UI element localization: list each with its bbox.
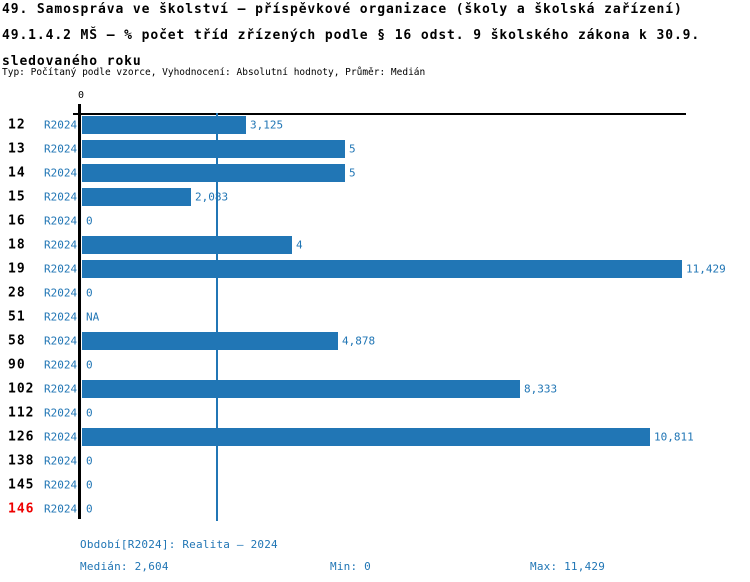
row-series-label: R2024 [44,190,78,204]
footer-period: Období[R2024]: Realita – 2024 [80,538,278,551]
bar [82,140,345,158]
chart-row: 14 R2024 5 [0,164,750,182]
row-category-label: 15 [8,189,26,205]
chart-row: 102 R2024 8,333 [0,380,750,398]
bar-value-label: 0 [86,406,93,420]
row-category-label: 19 [8,261,26,277]
bar [82,260,682,278]
bar-value-label: 5 [349,166,356,180]
chart-title-line1: 49. Samospráva ve školství – příspěvkové… [2,2,683,17]
row-category-label: 14 [8,165,26,181]
footer-median: Medián: 2,604 [80,560,169,573]
chart-row: 12 R2024 3,125 [0,116,750,134]
bar-value-label: 2,083 [195,190,229,204]
row-series-label: R2024 [44,238,78,252]
row-category-label: 51 [8,309,26,325]
bar-value-label: 0 [86,478,93,492]
chart-row: 112 R2024 0 [0,404,750,422]
row-series-label: R2024 [44,286,78,300]
row-category-label: 12 [8,117,26,133]
bar-value-label: 3,125 [250,118,284,132]
bar [82,332,338,350]
x-axis-zero-label: 0 [77,90,85,101]
row-category-label: 28 [8,285,26,301]
chart-title-line2: 49.1.4.2 MŠ – % počet tříd zřízených pod… [2,28,701,43]
row-series-label: R2024 [44,478,78,492]
row-category-label: 16 [8,213,26,229]
bar [82,188,191,206]
row-series-label: R2024 [44,214,78,228]
x-axis-line [73,113,686,115]
bar-value-label: 0 [86,502,93,516]
row-series-label: R2024 [44,382,78,396]
row-category-label: 102 [8,381,35,397]
chart-row: 51 R2024 NA [0,308,750,326]
chart-row: 15 R2024 2,083 [0,188,750,206]
bar-value-label: 5 [349,142,356,156]
bar-value-label: 0 [86,358,93,372]
bar-value-label: 4 [296,238,303,252]
row-series-label: R2024 [44,502,78,516]
bar-value-label: 0 [86,454,93,468]
chart-row: 146 R2024 0 [0,500,750,518]
row-category-label: 18 [8,237,26,253]
chart-row: 28 R2024 0 [0,284,750,302]
row-category-label: 145 [8,477,35,493]
row-category-label: 126 [8,429,35,445]
chart-row: 13 R2024 5 [0,140,750,158]
bar-value-label: 10,811 [654,430,694,444]
row-series-label: R2024 [44,166,78,180]
row-series-label: R2024 [44,358,78,372]
row-series-label: R2024 [44,430,78,444]
chart-row: 145 R2024 0 [0,476,750,494]
chart-row: 18 R2024 4 [0,236,750,254]
chart-meta-line: Typ: Počítaný podle vzorce, Vyhodnocení:… [2,67,426,78]
bar-value-label: 8,333 [524,382,558,396]
row-category-label: 13 [8,141,26,157]
bar-value-label: NA [86,310,100,324]
row-category-label: 138 [8,453,35,469]
y-axis-line [78,104,81,519]
row-series-label: R2024 [44,334,78,348]
row-category-label: 58 [8,333,26,349]
footer-min: Min: 0 [330,560,371,573]
row-series-label: R2024 [44,142,78,156]
bar-value-label: 11,429 [686,262,726,276]
row-category-label: 146 [8,501,35,517]
bar [82,428,650,446]
chart-row: 58 R2024 4,878 [0,332,750,350]
row-series-label: R2024 [44,262,78,276]
bar [82,380,520,398]
bar [82,116,246,134]
bar-value-label: 4,878 [342,334,376,348]
row-category-label: 112 [8,405,35,421]
median-line [216,113,218,521]
chart-row: 126 R2024 10,811 [0,428,750,446]
row-series-label: R2024 [44,454,78,468]
row-series-label: R2024 [44,406,78,420]
bar-value-label: 0 [86,214,93,228]
chart-row: 138 R2024 0 [0,452,750,470]
bar [82,236,292,254]
chart-title-line3: sledovaného roku [2,54,142,69]
footer-max: Max: 11,429 [530,560,606,573]
row-series-label: R2024 [44,118,78,132]
chart-row: 19 R2024 11,429 [0,260,750,278]
bar [82,164,345,182]
row-category-label: 90 [8,357,26,373]
chart-row: 16 R2024 0 [0,212,750,230]
row-series-label: R2024 [44,310,78,324]
chart-row: 90 R2024 0 [0,356,750,374]
bar-value-label: 0 [86,286,93,300]
